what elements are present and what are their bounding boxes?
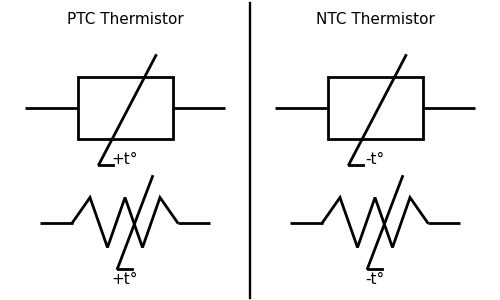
Text: -t°: -t°	[366, 272, 384, 286]
Bar	[78, 76, 172, 139]
Text: -t°: -t°	[366, 152, 384, 166]
Bar	[328, 76, 422, 139]
Text: +t°: +t°	[112, 272, 138, 286]
Text: PTC Thermistor: PTC Thermistor	[66, 13, 184, 28]
Text: NTC Thermistor: NTC Thermistor	[316, 13, 434, 28]
Text: +t°: +t°	[112, 152, 138, 166]
